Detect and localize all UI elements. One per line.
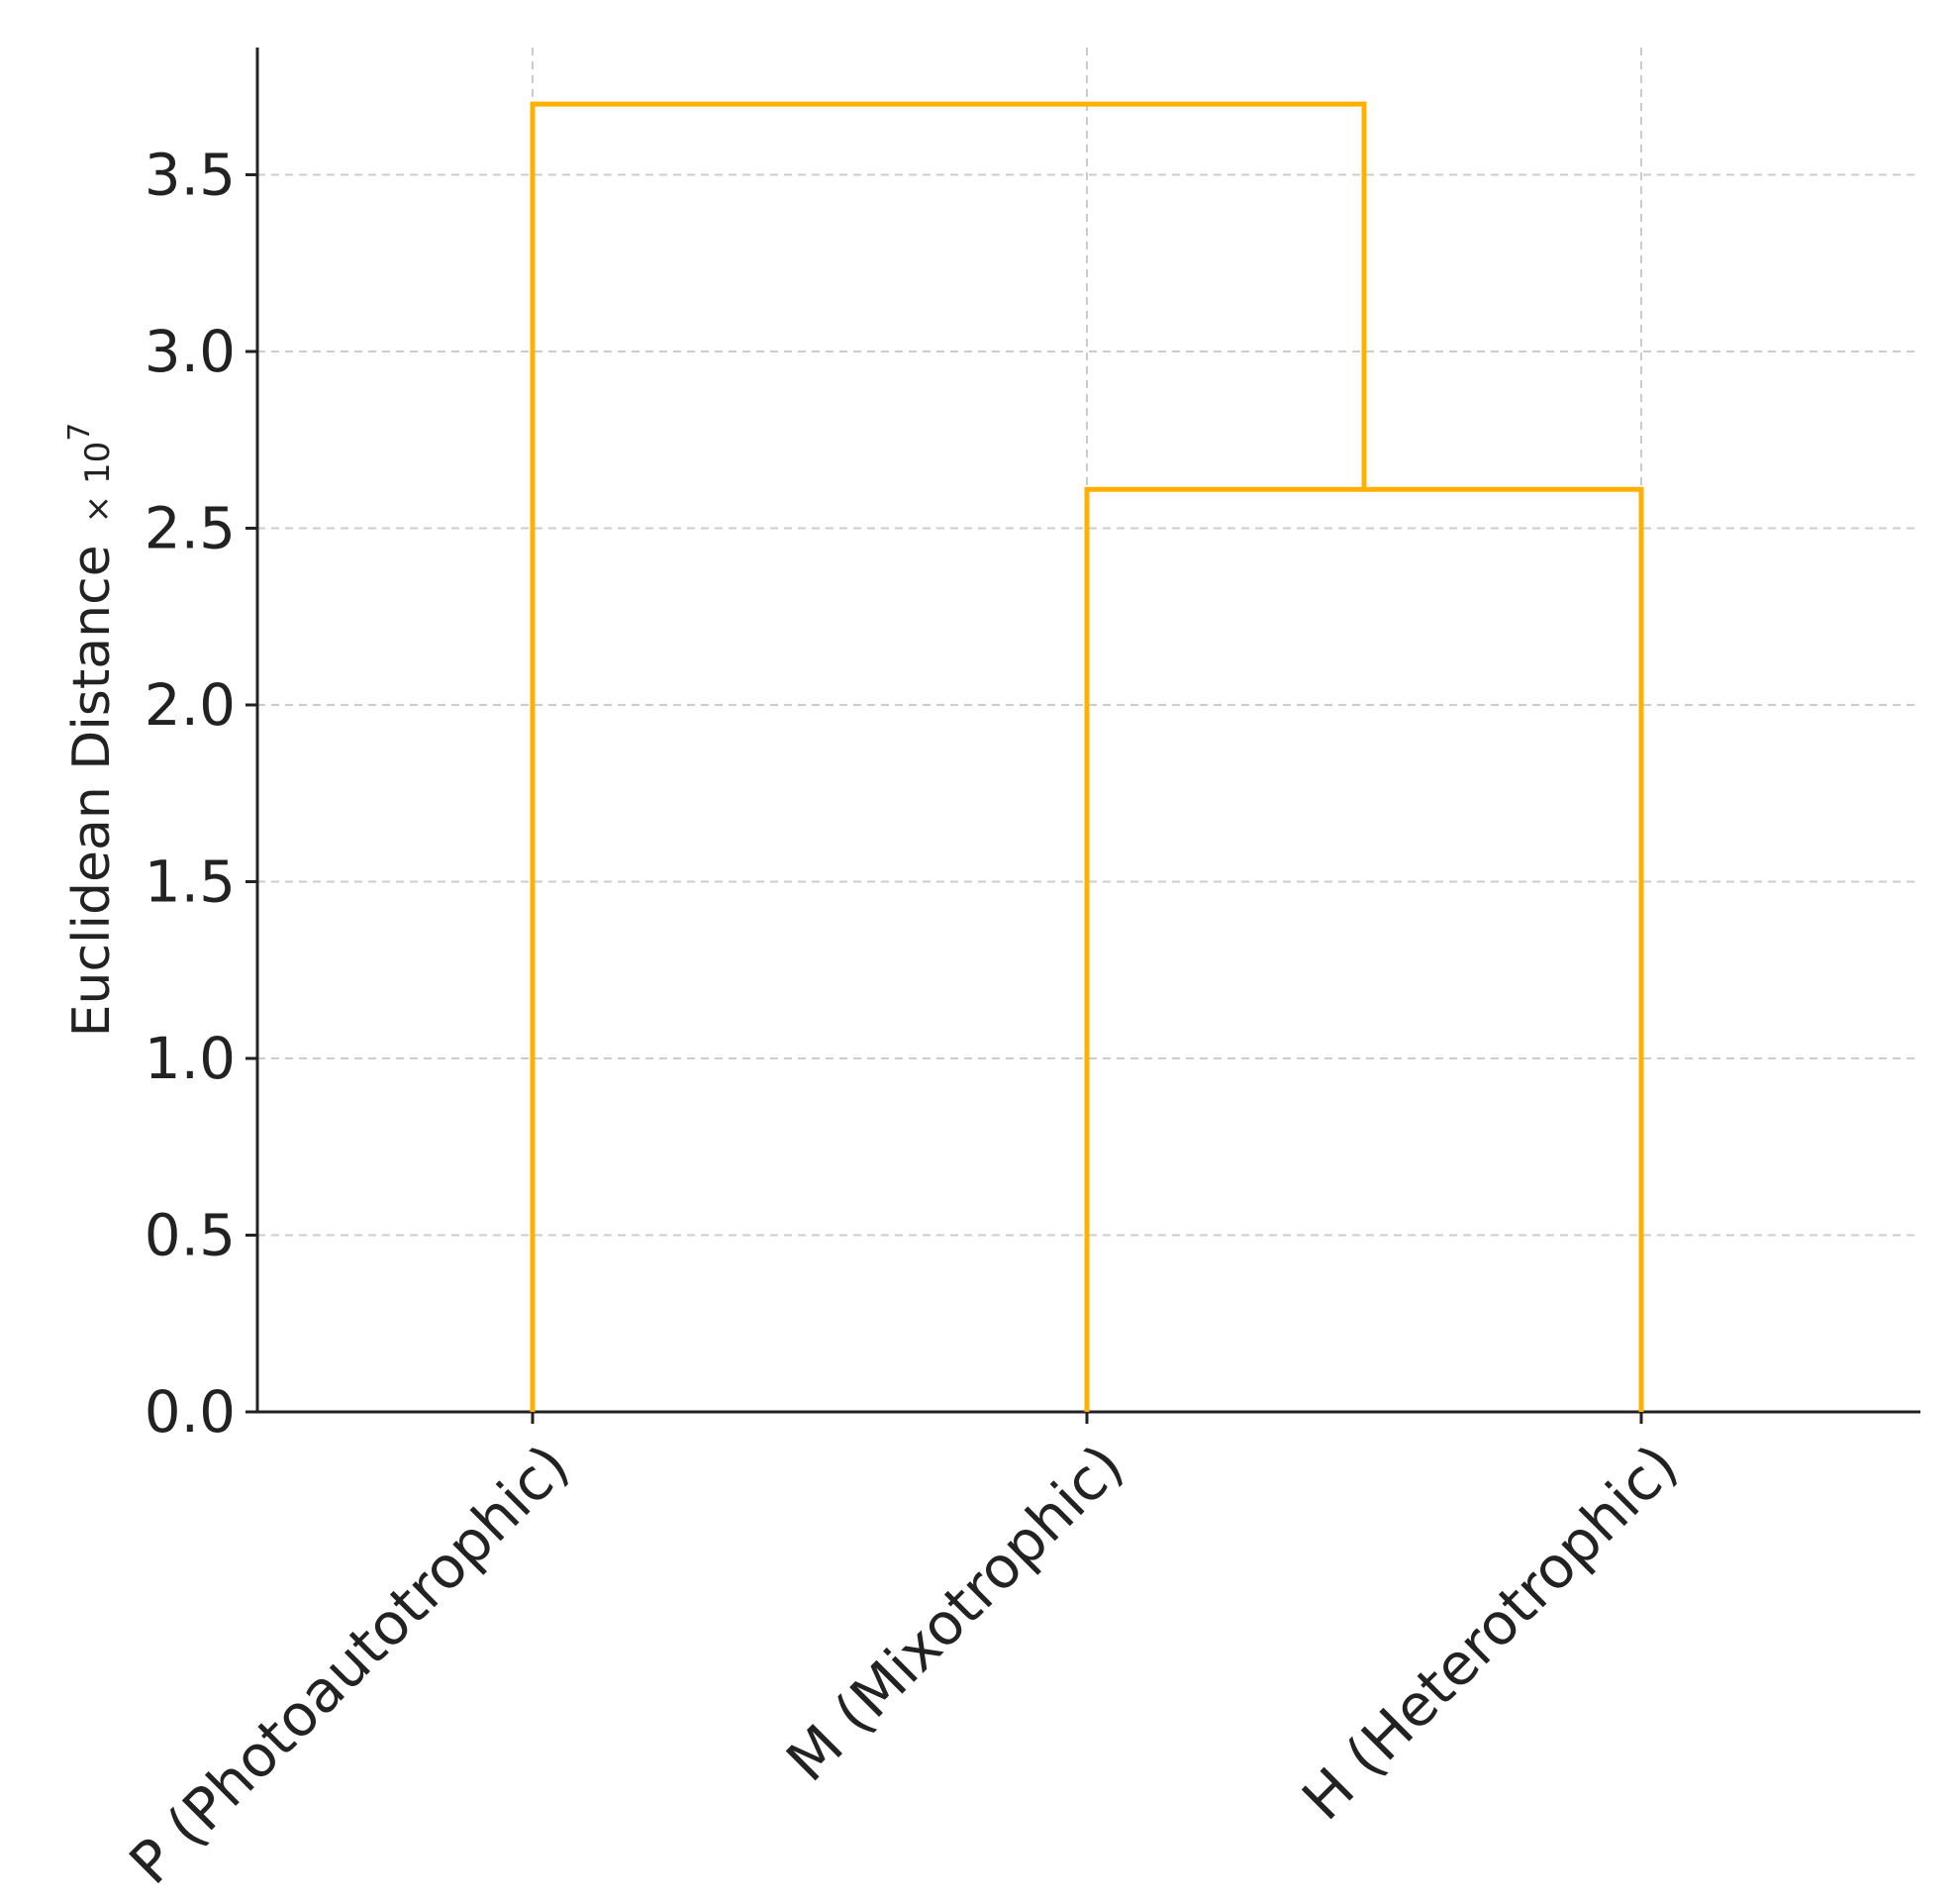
x-tick-label: P (Photoautotrophic) xyxy=(117,1432,582,1897)
y-tick-label: 2.5 xyxy=(145,495,236,562)
link-p-mh xyxy=(530,101,1367,1412)
x-tick-label: H (Heterotrophic) xyxy=(1289,1432,1691,1834)
y-ticks: 0.0 0.5 1.0 1.5 2.0 2.5 3.0 3.5 xyxy=(145,142,257,1446)
y-tick-label: 0.5 xyxy=(145,1202,236,1269)
y-tick-label: 1.0 xyxy=(145,1025,236,1092)
y-tick-label: 0.0 xyxy=(145,1378,236,1446)
svg-text:Euclidean Distance× 107: Euclidean Distance × 107 xyxy=(62,423,122,1038)
y-axis-multiplier: × 10 xyxy=(78,442,118,524)
y-axis-label: Euclidean Distance xyxy=(62,545,122,1037)
y-tick-label: 1.5 xyxy=(145,849,236,916)
dendrogram-links xyxy=(530,101,1644,1412)
y-axis-title: Euclidean Distance × 107 xyxy=(62,423,122,1038)
link-m-h xyxy=(1084,486,1644,1412)
y-tick-label: 3.0 xyxy=(145,318,236,385)
x-ticks: P (Photoautotrophic) M (Mixotrophic) H (He… xyxy=(117,1412,1691,1897)
y-tick-label: 3.5 xyxy=(145,142,236,209)
x-tick-label: M (Mixotrophic) xyxy=(773,1432,1135,1794)
y-tick-label: 2.0 xyxy=(145,671,236,739)
y-axis-exponent: 7 xyxy=(62,423,97,442)
